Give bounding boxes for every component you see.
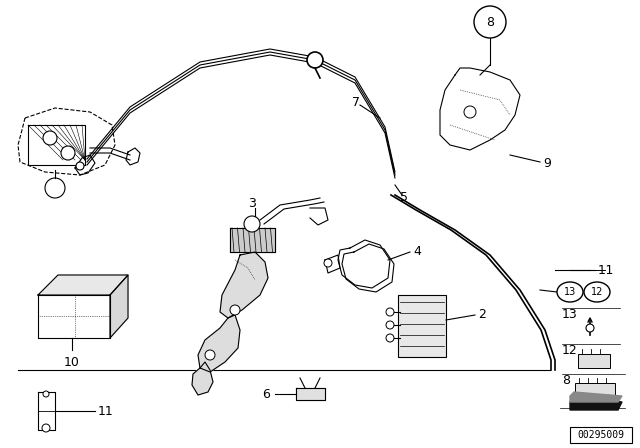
Polygon shape: [570, 392, 622, 402]
Circle shape: [230, 305, 240, 315]
Circle shape: [386, 334, 394, 342]
Text: 00295009: 00295009: [577, 430, 625, 440]
Polygon shape: [230, 228, 275, 252]
Circle shape: [386, 308, 394, 316]
Circle shape: [474, 6, 506, 38]
Text: 6: 6: [262, 388, 270, 401]
Ellipse shape: [584, 282, 610, 302]
Circle shape: [464, 106, 476, 118]
Circle shape: [61, 146, 75, 160]
Text: 5: 5: [400, 190, 408, 203]
Circle shape: [43, 131, 57, 145]
Text: —1: —1: [593, 263, 613, 276]
Polygon shape: [110, 275, 128, 338]
Circle shape: [205, 350, 215, 360]
FancyBboxPatch shape: [575, 383, 615, 398]
Polygon shape: [192, 362, 213, 395]
Circle shape: [42, 424, 50, 432]
Text: 13: 13: [562, 307, 578, 320]
Circle shape: [324, 259, 332, 267]
Ellipse shape: [557, 282, 583, 302]
Circle shape: [45, 178, 65, 198]
FancyBboxPatch shape: [398, 295, 446, 357]
Polygon shape: [38, 295, 110, 338]
Circle shape: [386, 321, 394, 329]
Text: 11: 11: [98, 405, 114, 418]
Text: 8: 8: [486, 16, 494, 29]
Circle shape: [76, 162, 84, 170]
Polygon shape: [198, 315, 240, 372]
Circle shape: [586, 324, 594, 332]
Text: 3: 3: [248, 197, 256, 210]
Polygon shape: [220, 252, 268, 318]
Text: 9: 9: [543, 156, 551, 169]
Circle shape: [43, 391, 49, 397]
Text: 1: 1: [598, 263, 606, 276]
Text: 12: 12: [562, 344, 578, 357]
Text: 7: 7: [352, 95, 360, 108]
FancyBboxPatch shape: [578, 354, 610, 368]
Circle shape: [244, 216, 260, 232]
Polygon shape: [38, 392, 55, 430]
Text: 13: 13: [564, 287, 576, 297]
Polygon shape: [570, 396, 622, 410]
Text: 4: 4: [413, 245, 421, 258]
FancyBboxPatch shape: [570, 427, 632, 443]
Text: 10: 10: [64, 356, 80, 369]
Text: 12: 12: [591, 287, 603, 297]
Circle shape: [307, 52, 323, 68]
Text: 2: 2: [478, 307, 486, 320]
Polygon shape: [38, 275, 128, 295]
Text: 8: 8: [562, 374, 570, 387]
Polygon shape: [296, 388, 325, 400]
